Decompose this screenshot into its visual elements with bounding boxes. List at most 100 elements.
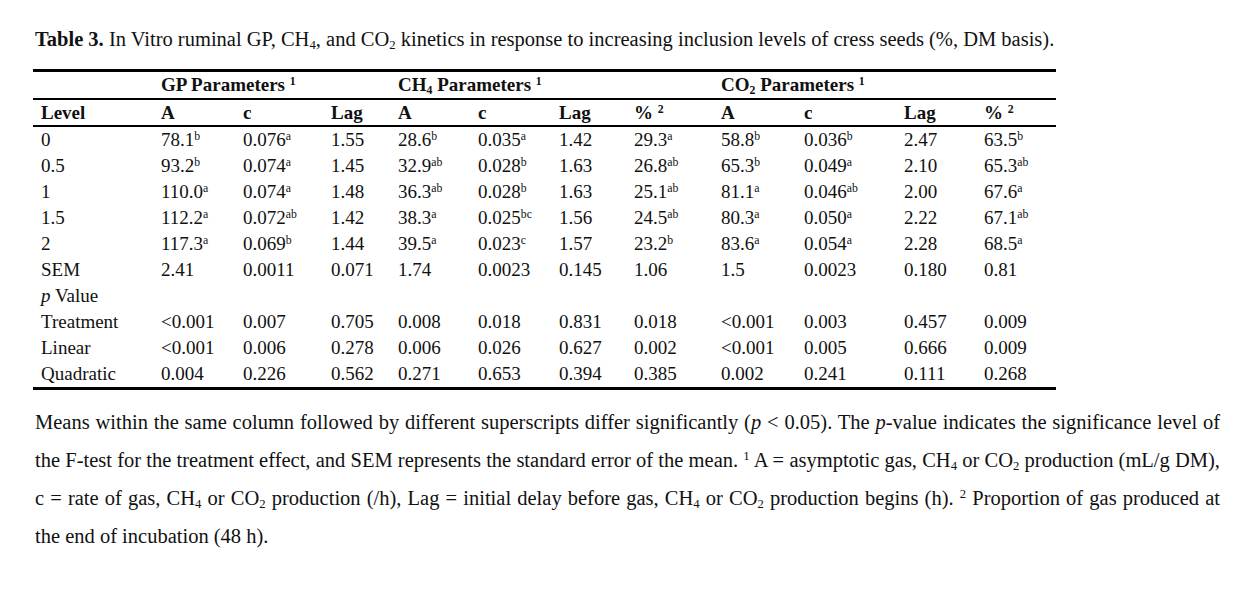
row-label: 0.5 bbox=[33, 153, 153, 179]
table-cell: 1.44 bbox=[323, 231, 390, 257]
table-cell: 0.006 bbox=[235, 335, 323, 361]
column-header: Lag bbox=[896, 99, 976, 126]
table-cell: 67.6a bbox=[976, 179, 1056, 205]
table-cell: 1.45 bbox=[323, 153, 390, 179]
table-cell: 83.6a bbox=[713, 231, 796, 257]
table-cell: 2.22 bbox=[896, 205, 976, 231]
table-cell: 28.6b bbox=[390, 126, 470, 153]
table-cell: 0.705 bbox=[323, 309, 390, 335]
group-header-row: GP Parameters 1CH4 Parameters 1CO2 Param… bbox=[33, 71, 1056, 100]
table-cell: 0.111 bbox=[896, 361, 976, 389]
table-cell: 0.076a bbox=[235, 126, 323, 153]
row-label: 0 bbox=[33, 126, 153, 153]
table-cell: 0.268 bbox=[976, 361, 1056, 389]
column-header: c bbox=[796, 99, 896, 126]
table-cell: 0.050a bbox=[796, 205, 896, 231]
table-cell: <0.001 bbox=[713, 335, 796, 361]
table-cell: <0.001 bbox=[713, 309, 796, 335]
table-cell: 0.004 bbox=[153, 361, 235, 389]
table-cell: 1.42 bbox=[323, 205, 390, 231]
table-cell: 0.002 bbox=[713, 361, 796, 389]
column-header: c bbox=[470, 99, 551, 126]
table-cell: 0.007 bbox=[235, 309, 323, 335]
table-cell: 0.023c bbox=[470, 231, 551, 257]
table-cell: 2.10 bbox=[896, 153, 976, 179]
table-cell: 29.3a bbox=[626, 126, 713, 153]
table-cell: 0.054a bbox=[796, 231, 896, 257]
table-cell: 0.046ab bbox=[796, 179, 896, 205]
table-cell: 65.3ab bbox=[976, 153, 1056, 179]
table-cell: <0.001 bbox=[153, 335, 235, 361]
table-cell: 0.072ab bbox=[235, 205, 323, 231]
table-cell: 0.009 bbox=[976, 335, 1056, 361]
column-header: c bbox=[235, 99, 323, 126]
table-cell: 24.5ab bbox=[626, 205, 713, 231]
table-cell: 0.018 bbox=[626, 309, 713, 335]
table-cell: 110.0a bbox=[153, 179, 235, 205]
table-cell: 0.180 bbox=[896, 257, 976, 283]
table-body: 078.1b0.076a1.5528.6b0.035a1.4229.3a58.8… bbox=[33, 126, 1056, 389]
table-cell: 2.28 bbox=[896, 231, 976, 257]
row-label: Quadratic bbox=[33, 361, 153, 389]
table-cell: 1.06 bbox=[626, 257, 713, 283]
column-header-row: LevelAcLagAcLag% 2AcLag% 2 bbox=[33, 99, 1056, 126]
table-cell: 2.41 bbox=[153, 257, 235, 283]
table-cell: 0.002 bbox=[626, 335, 713, 361]
table-row: 2117.3a0.069b1.4439.5a0.023c1.5723.2b83.… bbox=[33, 231, 1056, 257]
table-cell bbox=[153, 283, 235, 309]
table-footnote: Means within the same column followed by… bbox=[35, 403, 1220, 555]
table-cell: 0.074a bbox=[235, 153, 323, 179]
table-caption-text: In Vitro ruminal GP, CH4, and CO2 kineti… bbox=[104, 28, 1055, 50]
table-cell: 0.241 bbox=[796, 361, 896, 389]
table-cell: 2.47 bbox=[896, 126, 976, 153]
group-header: CO2 Parameters 1 bbox=[713, 71, 1056, 100]
table-cell: 2.00 bbox=[896, 179, 976, 205]
table-cell: 0.009 bbox=[976, 309, 1056, 335]
table-cell: 0.271 bbox=[390, 361, 470, 389]
table-cell: 1.63 bbox=[551, 179, 626, 205]
table-cell: 1.48 bbox=[323, 179, 390, 205]
table-cell: 68.5a bbox=[976, 231, 1056, 257]
table-row: p Value bbox=[33, 283, 1056, 309]
table-caption-label: Table 3. bbox=[35, 28, 104, 50]
kinetics-table: GP Parameters 1CH4 Parameters 1CO2 Param… bbox=[33, 69, 1056, 390]
column-header: Lag bbox=[551, 99, 626, 126]
table-cell: 0.457 bbox=[896, 309, 976, 335]
column-header: Lag bbox=[323, 99, 390, 126]
table-cell: 0.81 bbox=[976, 257, 1056, 283]
group-header: CH4 Parameters 1 bbox=[390, 71, 713, 100]
row-label: Linear bbox=[33, 335, 153, 361]
table-cell: 0.026 bbox=[470, 335, 551, 361]
table-cell: 0.831 bbox=[551, 309, 626, 335]
table-cell: <0.001 bbox=[153, 309, 235, 335]
table-cell bbox=[470, 283, 551, 309]
table-cell: 0.036b bbox=[796, 126, 896, 153]
table-cell: 0.028b bbox=[470, 179, 551, 205]
table-cell: 1.42 bbox=[551, 126, 626, 153]
table-cell bbox=[976, 283, 1056, 309]
row-label: Treatment bbox=[33, 309, 153, 335]
row-label: SEM bbox=[33, 257, 153, 283]
row-label: 1 bbox=[33, 179, 153, 205]
table-cell bbox=[626, 283, 713, 309]
table-cell: 0.653 bbox=[470, 361, 551, 389]
table-row: Treatment<0.0010.0070.7050.0080.0180.831… bbox=[33, 309, 1056, 335]
paper-page: Table 3. In Vitro ruminal GP, CH4, and C… bbox=[0, 0, 1246, 555]
table-cell: 0.0023 bbox=[470, 257, 551, 283]
table-cell: 1.56 bbox=[551, 205, 626, 231]
table-row: Quadratic0.0040.2260.5620.2710.6530.3940… bbox=[33, 361, 1056, 389]
table-cell: 1.63 bbox=[551, 153, 626, 179]
table-cell: 78.1b bbox=[153, 126, 235, 153]
table-cell: 0.006 bbox=[390, 335, 470, 361]
table-cell: 0.008 bbox=[390, 309, 470, 335]
table-cell: 1.55 bbox=[323, 126, 390, 153]
table-cell: 1.74 bbox=[390, 257, 470, 283]
table-cell: 0.003 bbox=[796, 309, 896, 335]
table-cell: 0.018 bbox=[470, 309, 551, 335]
table-cell: 36.3ab bbox=[390, 179, 470, 205]
table-cell: 0.226 bbox=[235, 361, 323, 389]
table-cell: 1.57 bbox=[551, 231, 626, 257]
table-cell: 0.394 bbox=[551, 361, 626, 389]
table-cell: 1.5 bbox=[713, 257, 796, 283]
table-cell: 0.0011 bbox=[235, 257, 323, 283]
